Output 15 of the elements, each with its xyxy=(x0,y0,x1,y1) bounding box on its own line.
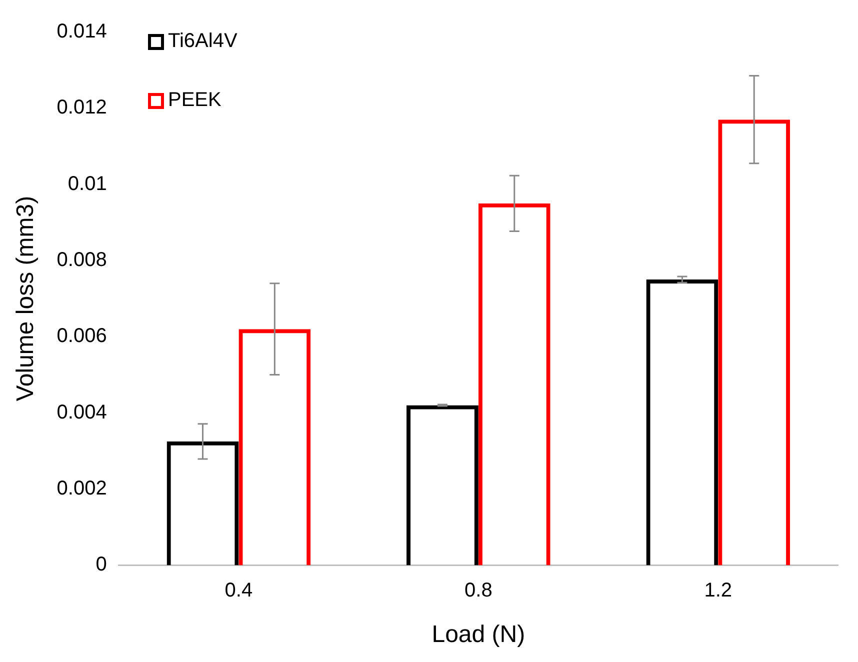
x-tick-label: 0.4 xyxy=(224,580,253,602)
y-tick-label: 0.012 xyxy=(56,96,107,119)
legend-label: PEEK xyxy=(168,89,222,112)
y-tick-label: 0.01 xyxy=(68,172,107,195)
legend-label: Ti6Al4V xyxy=(168,30,238,53)
y-tick-label: 0.002 xyxy=(56,478,107,500)
y-tick-label: 0 xyxy=(96,554,107,576)
y-tick-label: 0.014 xyxy=(56,20,107,43)
y-tick-label: 0.004 xyxy=(56,401,107,424)
x-tick-label: 0.8 xyxy=(464,580,492,602)
y-axis-title: Volume loss (mm3) xyxy=(12,196,40,402)
y-tick-label: 0.006 xyxy=(56,325,107,348)
y-tick-label: 0.008 xyxy=(56,249,107,272)
x-axis-title: Load (N) xyxy=(432,621,526,648)
x-tick-label: 1.2 xyxy=(704,580,732,602)
